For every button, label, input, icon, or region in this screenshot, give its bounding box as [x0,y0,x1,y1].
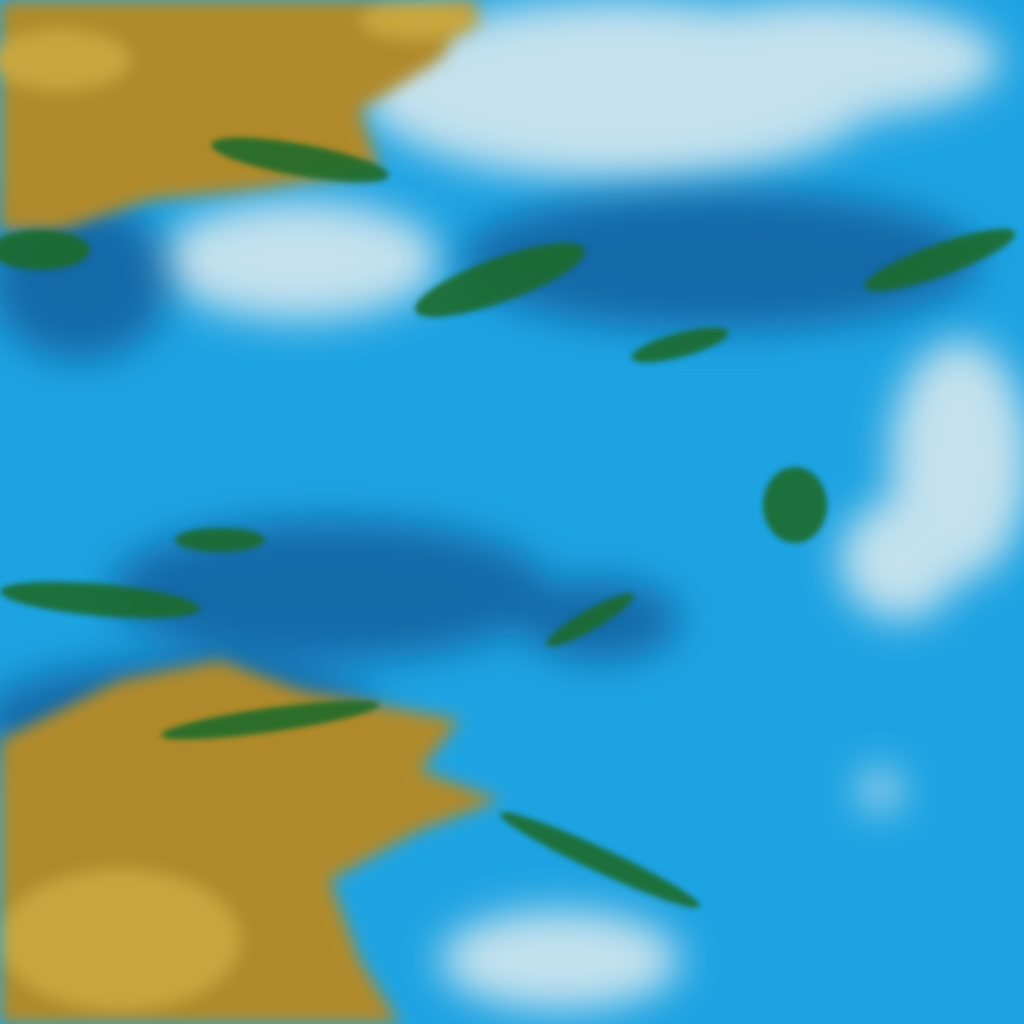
cloud-cover [160,0,1024,1010]
land-bottom-left [0,660,500,1024]
vegetation-streaks [0,137,1016,908]
